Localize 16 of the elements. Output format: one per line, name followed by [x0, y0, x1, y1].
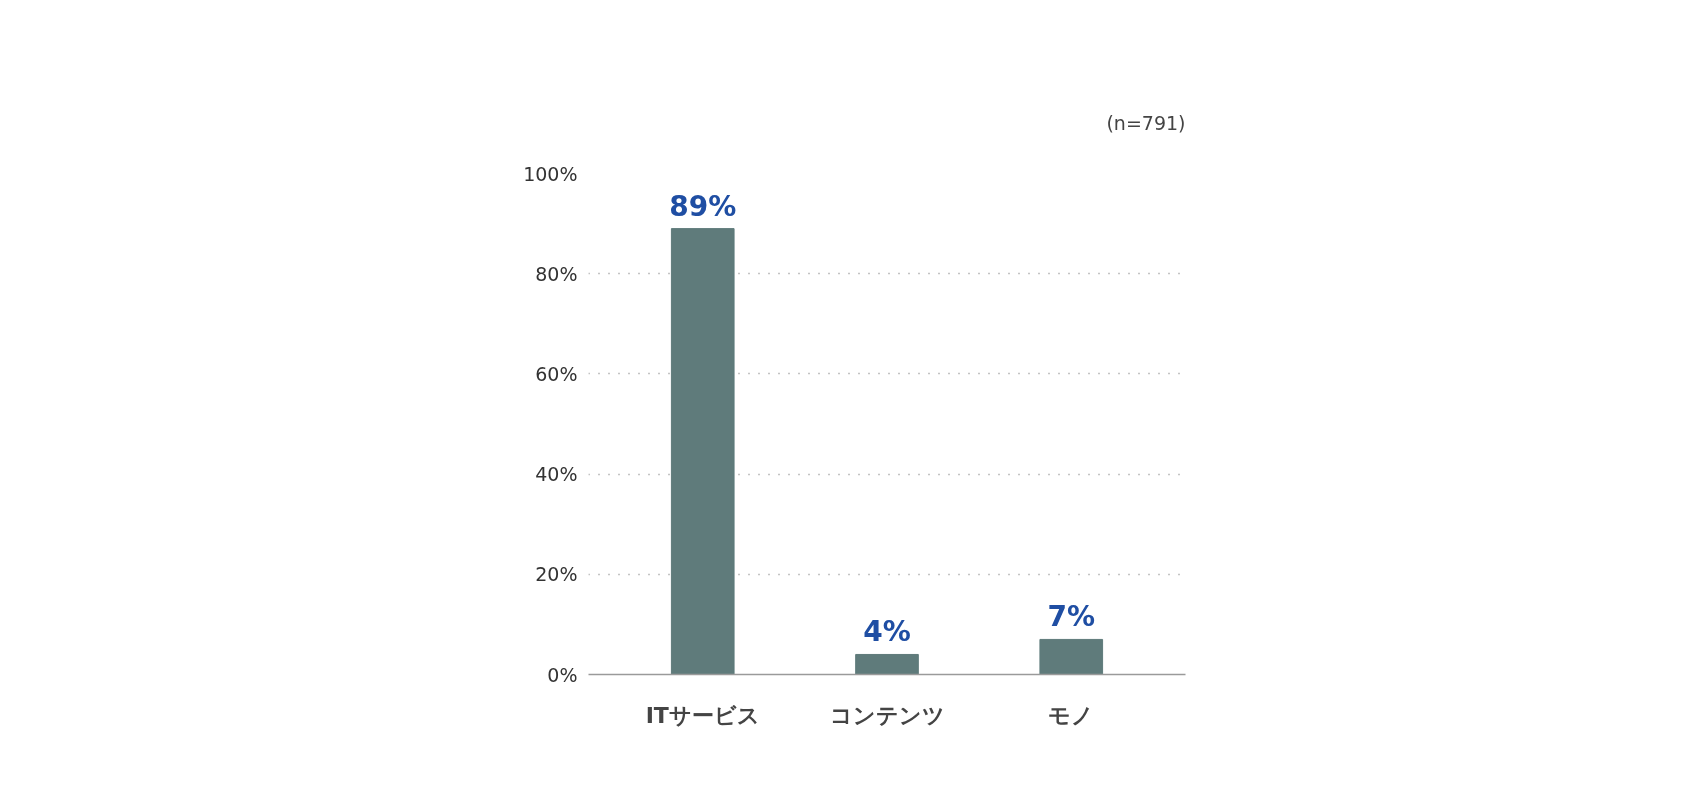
y-tick-label: 60%	[535, 362, 578, 385]
y-tick-label: 80%	[535, 262, 578, 285]
y-tick-label: 20%	[535, 563, 578, 586]
y-tick-label: 100%	[523, 162, 578, 185]
bar	[855, 653, 919, 675]
text: (n=791)	[1106, 111, 1186, 134]
data-label: 7%	[1047, 600, 1096, 634]
x-tick-label: コンテンツ	[829, 702, 945, 728]
y-tick-label: 40%	[535, 463, 578, 486]
data-label: 4%	[863, 615, 911, 649]
x-tick-label: モノ	[1048, 702, 1095, 728]
bar	[1039, 638, 1104, 675]
x-tick-label: ITサービス	[645, 702, 760, 728]
y-tick-label: 0%	[547, 663, 578, 686]
data-label: 89%	[669, 189, 737, 223]
bar	[670, 228, 735, 675]
